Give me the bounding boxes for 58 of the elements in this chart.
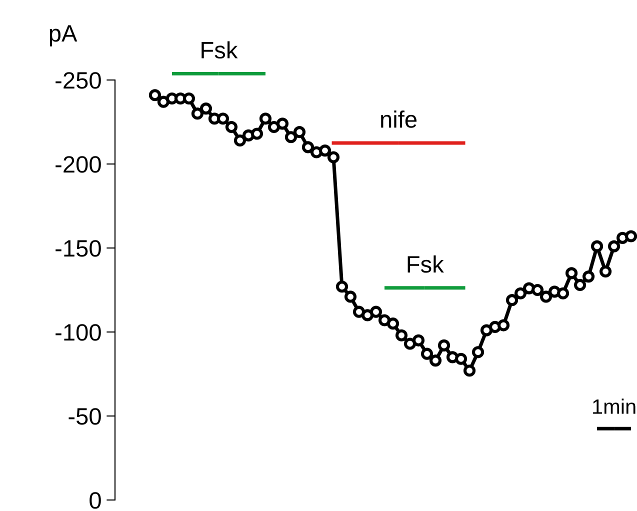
- point: [608, 240, 620, 252]
- point: [514, 287, 527, 300]
- y-tick-label: -250: [56, 72, 101, 89]
- point: [225, 120, 238, 134]
- point: [327, 151, 340, 164]
- point: [336, 280, 348, 293]
- point: [438, 339, 450, 352]
- point: [268, 120, 280, 134]
- point: [386, 318, 400, 330]
- point: [454, 352, 468, 365]
- point: [574, 278, 586, 292]
- point: [302, 141, 314, 154]
- point: [472, 346, 484, 358]
- y-tick-label: 0: [90, 492, 101, 509]
- y-tick-label: -150: [56, 240, 101, 257]
- point: [395, 329, 408, 342]
- text: Fsk: [202, 41, 238, 59]
- point: [200, 102, 212, 115]
- point: [565, 267, 578, 280]
- point: [506, 294, 518, 306]
- point: [344, 290, 357, 303]
- y-axis-title: pA: [50, 25, 78, 46]
- point: [591, 240, 604, 252]
- annotation: Fsk: [408, 255, 444, 273]
- point: [234, 134, 246, 147]
- point: [420, 348, 434, 360]
- annotation: nife: [381, 110, 417, 128]
- point: [318, 144, 332, 157]
- point: [352, 306, 366, 318]
- point: [540, 290, 552, 303]
- point: [378, 314, 391, 326]
- point: [370, 306, 382, 318]
- y-tick-label: -50: [68, 408, 101, 425]
- point: [157, 96, 170, 108]
- point: [463, 364, 476, 377]
- y-tick-label: -200: [56, 156, 101, 173]
- point: [600, 265, 612, 278]
- point: [497, 319, 510, 332]
- y-tick-label: -100: [56, 324, 101, 341]
- point: [429, 354, 442, 367]
- annotation: 1min: [593, 398, 636, 414]
- point: [216, 112, 230, 125]
- point: [404, 338, 416, 350]
- point: [250, 128, 264, 140]
- point: [480, 324, 493, 336]
- point: [412, 334, 425, 346]
- point: [361, 309, 374, 322]
- point: [259, 112, 272, 125]
- point: [191, 108, 204, 120]
- point: [182, 92, 196, 105]
- point: [582, 270, 595, 283]
- point: [284, 131, 298, 144]
- point: [293, 126, 306, 138]
- point: [625, 230, 637, 242]
- point: [556, 287, 570, 300]
- point: [531, 284, 544, 296]
- point: [276, 118, 289, 130]
- point: [148, 89, 161, 102]
